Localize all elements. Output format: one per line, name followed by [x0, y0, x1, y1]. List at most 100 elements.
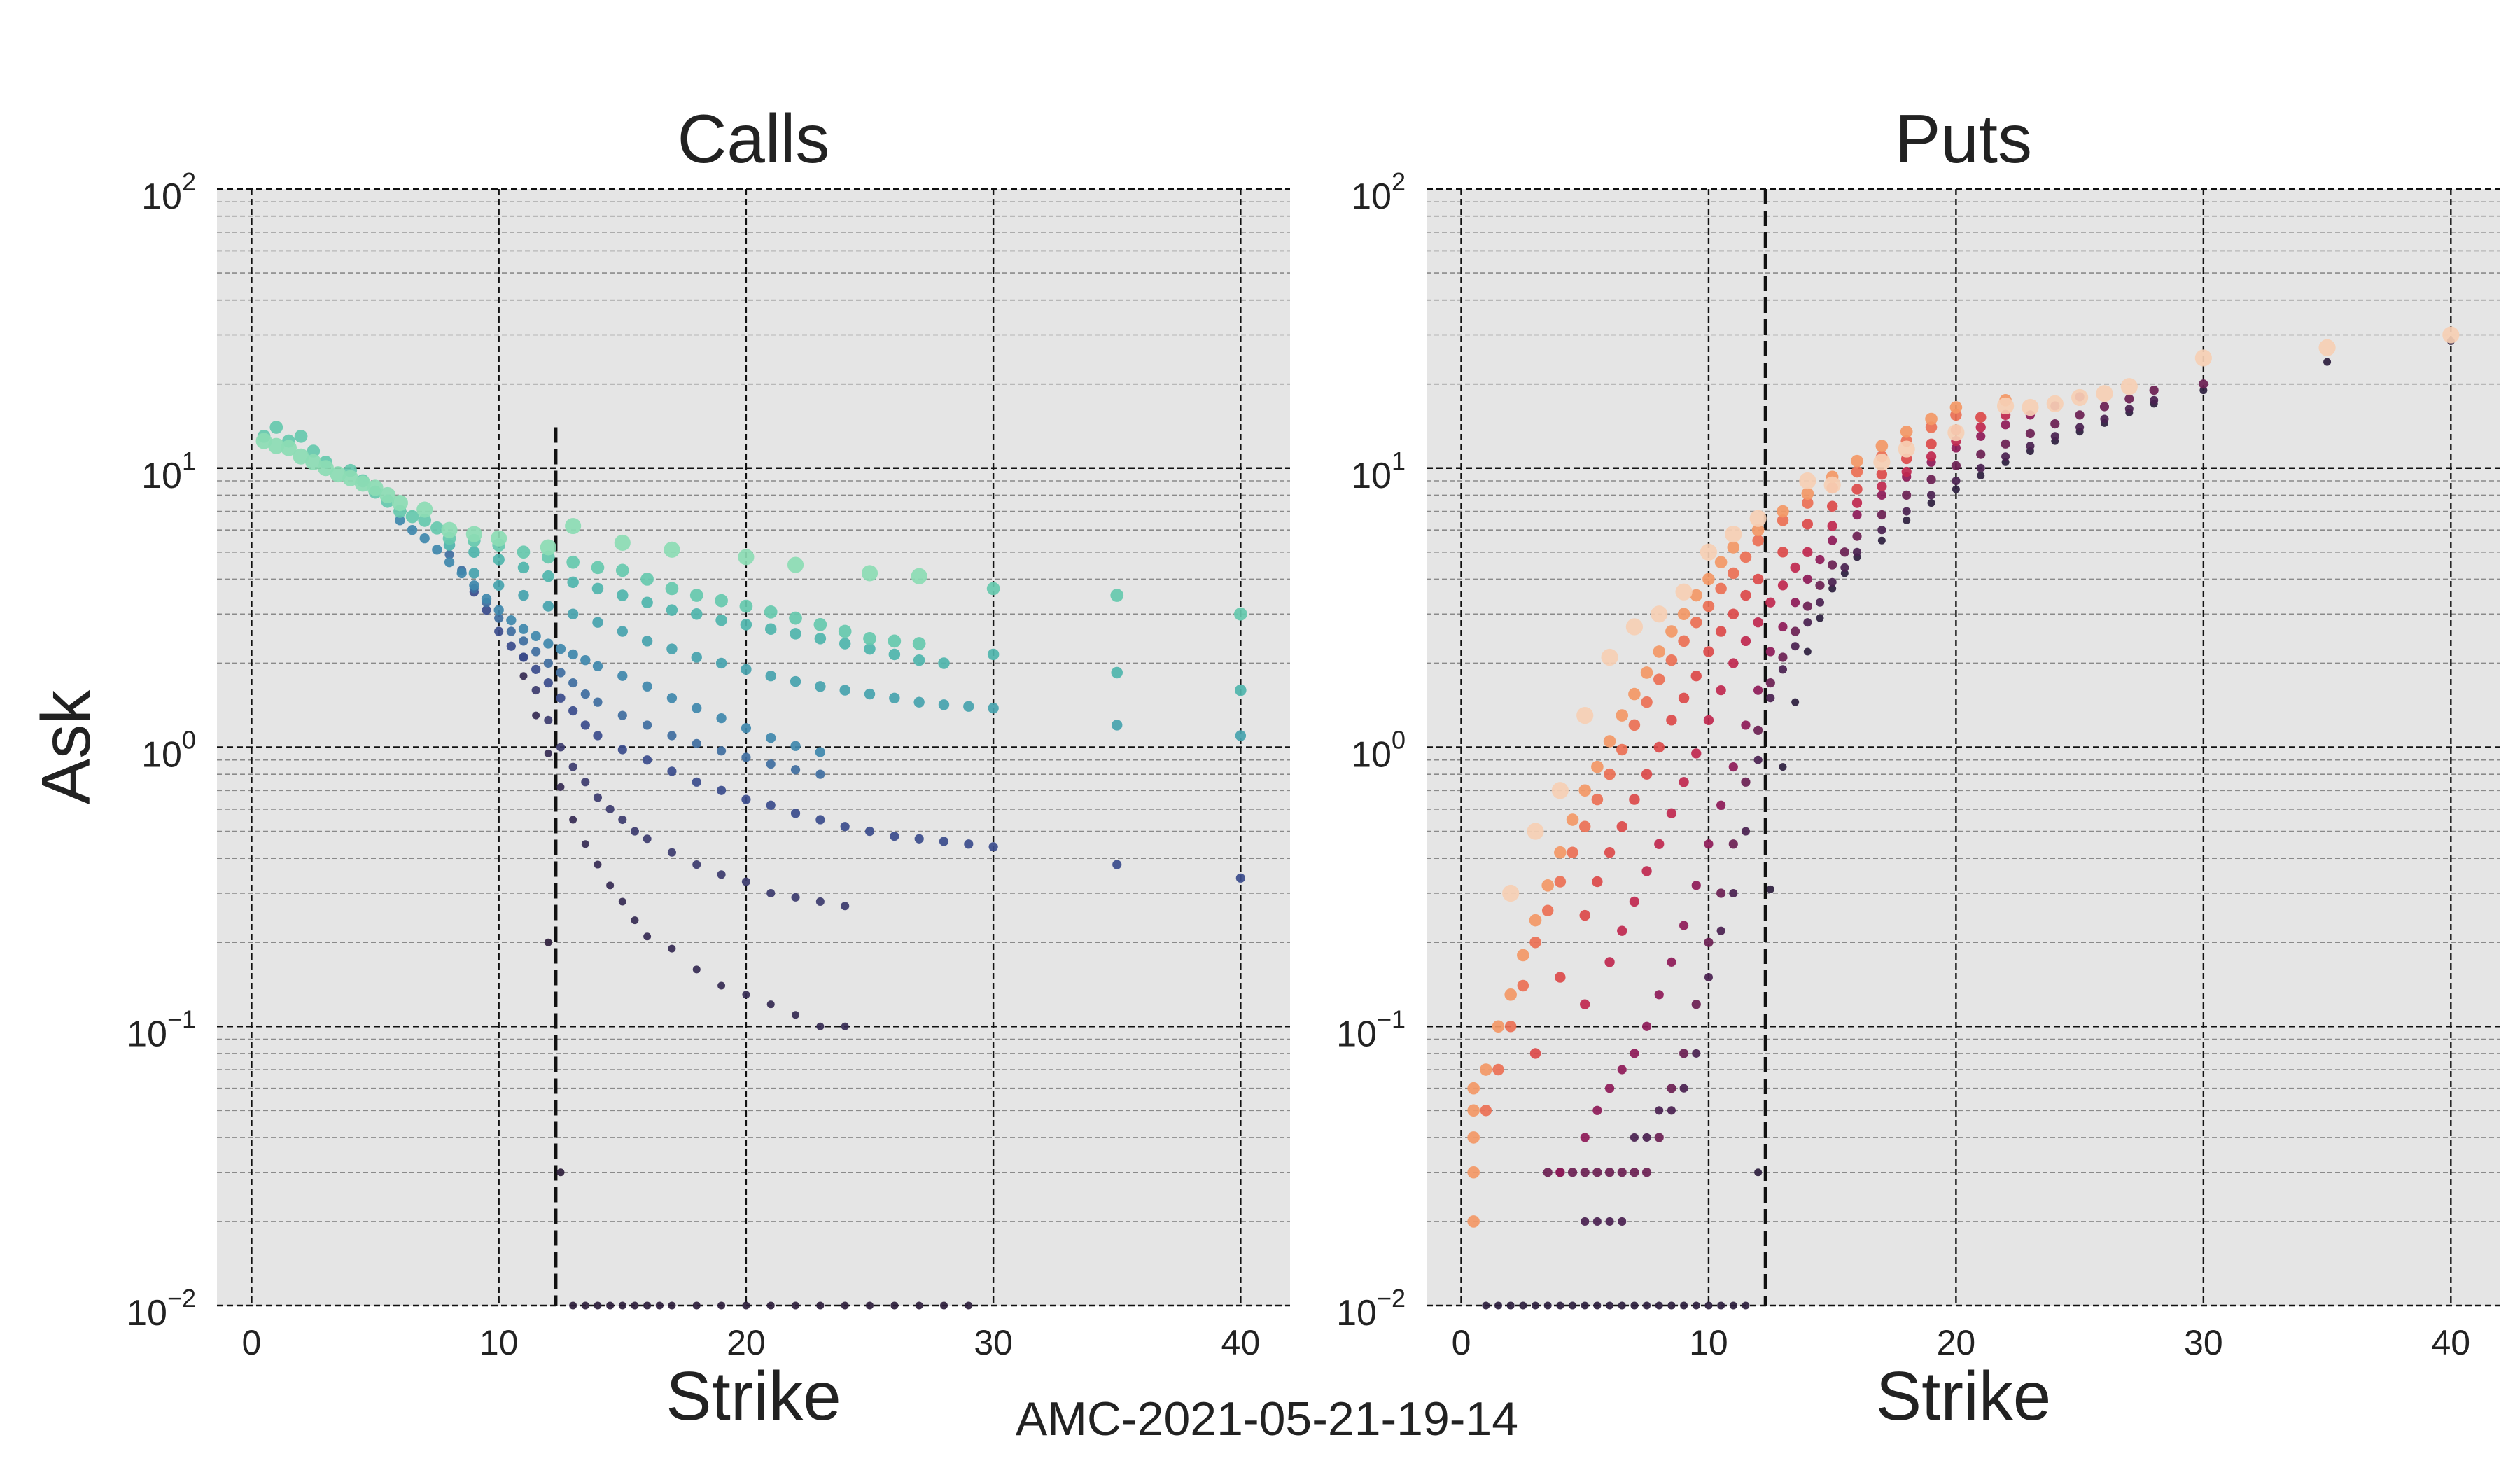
- scatter-point: [617, 745, 627, 755]
- scatter-point: [839, 685, 850, 696]
- scatter-point: [1802, 519, 1814, 530]
- scatter-point: [532, 711, 540, 720]
- scatter-point: [914, 834, 924, 844]
- scatter-point: [1679, 920, 1689, 930]
- scatter-point: [666, 604, 678, 616]
- scatter-point: [1926, 475, 1936, 484]
- scatter-point: [1679, 777, 1689, 788]
- scatter-point: [815, 747, 826, 757]
- scatter-point: [1567, 1168, 1578, 1177]
- scatter-point: [1666, 715, 1677, 726]
- scatter-point: [395, 515, 405, 526]
- scatter-point: [1667, 957, 1676, 967]
- scatter-point: [717, 870, 726, 879]
- scatter-point: [1801, 487, 1814, 500]
- scatter-point: [1667, 1301, 1676, 1310]
- scatter-point: [1828, 578, 1837, 587]
- scatter-point: [938, 657, 950, 669]
- scatter-point: [379, 486, 396, 503]
- scatter-point: [1704, 937, 1714, 947]
- y-tick-label: 100: [1351, 726, 1406, 776]
- scatter-point: [2096, 385, 2113, 402]
- scatter-point: [2442, 326, 2460, 344]
- scatter-point: [493, 580, 505, 592]
- scatter-point: [1555, 972, 1566, 983]
- x-axis-label: Strike: [666, 1357, 841, 1434]
- scatter-point: [2071, 388, 2089, 407]
- scatter-point: [643, 834, 652, 844]
- scatter-point: [1642, 1133, 1651, 1142]
- scatter-point: [1543, 1168, 1553, 1177]
- scatter-point: [2076, 423, 2085, 432]
- y-tick-label: 10−2: [127, 1284, 196, 1334]
- scatter-point: [790, 808, 801, 818]
- scatter-point: [1802, 574, 1812, 584]
- scatter-point: [2194, 349, 2212, 367]
- scatter-point: [691, 608, 703, 620]
- scatter-point: [1765, 647, 1775, 657]
- scatter-point: [1653, 645, 1666, 658]
- scatter-point: [1877, 526, 1886, 535]
- scatter-point: [986, 582, 1000, 596]
- y-tick-label: 100: [141, 726, 196, 776]
- scatter-point: [1236, 873, 1245, 883]
- scatter-point: [738, 549, 755, 566]
- scatter-point: [1554, 876, 1567, 888]
- scatter-point: [666, 693, 678, 704]
- scatter-point: [741, 877, 750, 886]
- scatter-point: [494, 626, 504, 636]
- scatter-point: [1777, 580, 1788, 591]
- scatter-point: [1826, 500, 1838, 512]
- scatter-point: [1951, 443, 1961, 453]
- scatter-point: [866, 1301, 874, 1310]
- scatter-point: [1827, 521, 1837, 531]
- scatter-point: [1110, 589, 1124, 602]
- scatter-point: [1691, 881, 1701, 890]
- scatter-point: [506, 615, 517, 626]
- scatter-point: [618, 815, 627, 825]
- scatter-point: [506, 626, 516, 636]
- scatter-point: [1742, 1301, 1750, 1310]
- scatter-point: [1752, 573, 1764, 585]
- scatter-point: [863, 631, 876, 645]
- scatter-point: [432, 545, 442, 555]
- scatter-point: [1751, 524, 1765, 537]
- scatter-point: [1504, 1021, 1517, 1032]
- scatter-point: [1976, 431, 1986, 441]
- scatter-point: [391, 495, 408, 512]
- scatter-point: [912, 637, 926, 650]
- scatter-point: [544, 749, 552, 757]
- scatter-point: [1677, 608, 1690, 621]
- scatter-point: [1996, 397, 2015, 415]
- scatter-point: [765, 671, 776, 682]
- scatter-point: [255, 433, 272, 449]
- scatter-point: [791, 892, 800, 902]
- y-axis-label: Ask: [27, 690, 104, 804]
- scatter-point: [667, 766, 677, 776]
- scatter-point: [1517, 979, 1530, 992]
- scatter-point: [792, 1011, 800, 1019]
- scatter-point: [864, 826, 875, 836]
- scatter-point: [1630, 1133, 1639, 1142]
- scatter-point: [543, 658, 553, 668]
- scatter-point: [1625, 618, 1644, 636]
- scatter-point: [1704, 1301, 1713, 1310]
- scatter-point: [1630, 1049, 1639, 1058]
- scatter-point: [1544, 1301, 1552, 1310]
- scatter-series: [468, 568, 1247, 741]
- scatter-point: [766, 760, 776, 769]
- scatter-point: [1235, 684, 1247, 696]
- scatter-point: [1506, 1301, 1515, 1310]
- scatter-point: [1754, 685, 1763, 695]
- scatter-point: [641, 596, 653, 608]
- scatter-point: [491, 530, 507, 547]
- scatter-point: [580, 720, 590, 730]
- scatter-point: [342, 470, 359, 486]
- scatter-point: [715, 657, 727, 669]
- scatter-point: [1467, 1082, 1480, 1095]
- scatter-point: [416, 501, 433, 518]
- x-tick-label: 40: [1222, 1323, 1261, 1362]
- scatter-point: [1541, 879, 1554, 892]
- scatter-point: [1504, 988, 1517, 1001]
- scatter-point: [444, 550, 454, 559]
